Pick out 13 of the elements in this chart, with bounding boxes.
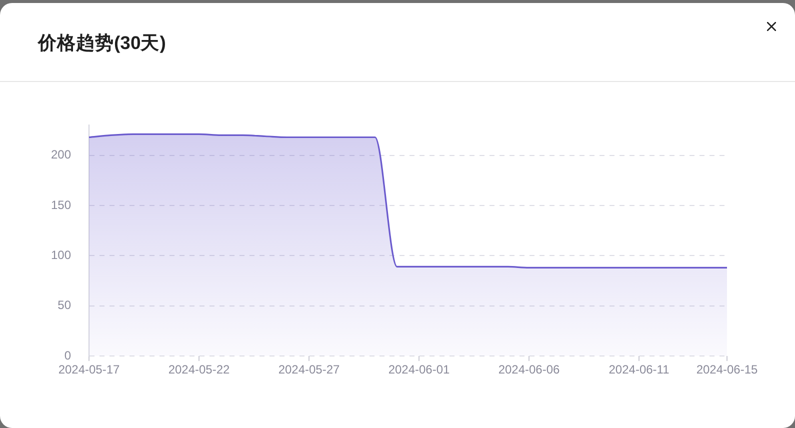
x-tick-label: 2024-05-17 (58, 362, 120, 377)
x-tick-label: 2024-05-27 (278, 362, 340, 377)
chart-title: 价格趋势(30天) (38, 31, 166, 55)
y-tick-label: 100 (50, 248, 72, 262)
x-tick-label: 2024-06-11 (608, 362, 670, 377)
y-tick-label: 0 (64, 348, 72, 362)
x-tick-label: 2024-06-01 (388, 362, 450, 377)
x-tick-label: 2024-06-15 (696, 362, 758, 377)
y-tick-label: 150 (50, 198, 72, 212)
x-tick-label: 2024-05-22 (168, 362, 230, 377)
y-tick-label: 50 (58, 298, 72, 312)
y-tick-label: 200 (50, 148, 72, 162)
x-tick-label: 2024-06-06 (498, 362, 560, 377)
